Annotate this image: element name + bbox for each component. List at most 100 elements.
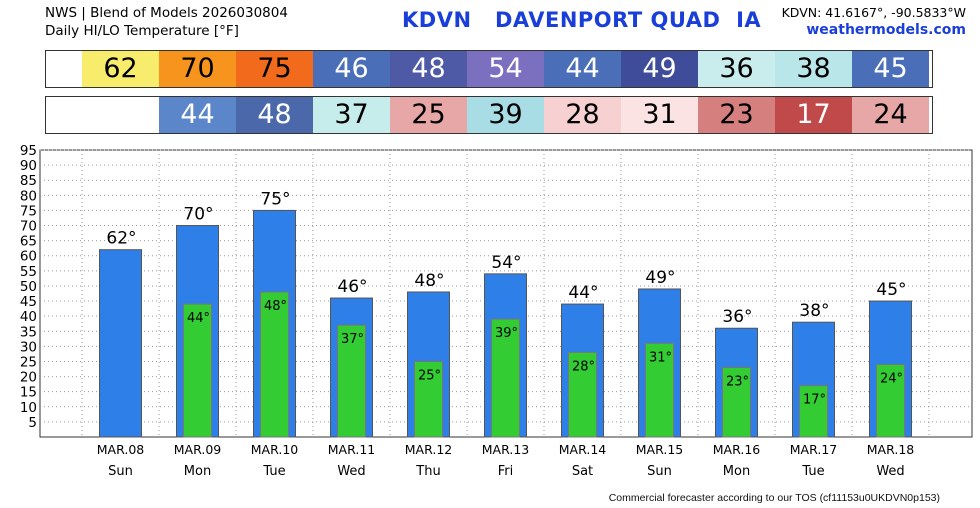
x-tick-label: MAR.16	[713, 442, 761, 457]
low-temp-cell: 37	[313, 97, 390, 133]
low-temp-bar	[260, 291, 289, 438]
y-tick-label: 80	[20, 188, 37, 204]
low-temp-label: 44°	[187, 311, 210, 326]
high-temp-label: 62°	[106, 229, 136, 249]
weekday-label: Fri	[498, 464, 514, 479]
low-temp-label: 31°	[649, 350, 672, 365]
high-temp-cell: 70	[159, 51, 236, 87]
y-tick-label: 60	[20, 249, 37, 265]
x-tick-label: MAR.17	[790, 442, 837, 457]
low-temp-bar	[722, 367, 751, 438]
low-temp-label: 37°	[341, 332, 364, 347]
high-temp-cell: 54	[467, 51, 544, 87]
y-tick-label: 65	[20, 234, 37, 250]
high-temp-label: 54°	[491, 253, 521, 273]
y-tick-label: 95	[20, 143, 37, 159]
y-tick-label: 30	[20, 339, 37, 355]
high-temp-label: 49°	[645, 268, 675, 288]
x-tick-label: MAR.09	[174, 442, 222, 457]
high-temp-label: 48°	[414, 271, 444, 291]
high-temp-bar	[99, 249, 142, 438]
low-temp-label: 23°	[726, 375, 749, 390]
x-tick-label: MAR.13	[482, 442, 529, 457]
x-tick-label: MAR.15	[636, 442, 683, 457]
high-temp-cell: 49	[621, 51, 698, 87]
low-temp-cell: 23	[698, 97, 775, 133]
weekday-label: Thu	[415, 464, 440, 479]
y-tick-label: 85	[20, 173, 37, 189]
low-temp-bar	[799, 385, 828, 438]
high-temp-strip: 62 70 75 46 48 54 44 49 36 38 45	[45, 50, 933, 88]
site-link[interactable]: weathermodels.com	[806, 22, 966, 38]
weekday-label: Sun	[647, 464, 672, 479]
low-temp-label: 39°	[495, 326, 518, 341]
weekday-label: Tue	[801, 464, 824, 479]
y-tick-label: 10	[20, 400, 37, 416]
high-temp-label: 44°	[568, 283, 598, 303]
y-tick-label: 40	[20, 309, 37, 325]
low-temp-bar	[645, 342, 674, 438]
high-temp-label: 36°	[722, 307, 752, 327]
y-tick-label: 35	[20, 324, 37, 340]
weekday-label: Wed	[876, 464, 904, 479]
high-temp-label: 45°	[876, 280, 906, 300]
high-temp-label: 75°	[260, 189, 290, 209]
weekday-label: Mon	[723, 464, 750, 479]
low-temp-cell: 24	[852, 97, 929, 133]
low-temp-label: 25°	[418, 368, 441, 383]
x-tick-label: MAR.12	[405, 442, 452, 457]
low-temp-cell: 31	[621, 97, 698, 133]
low-temp-cell: 39	[467, 97, 544, 133]
low-temp-bar	[568, 351, 597, 438]
footer-note: Commercial forecaster according to our T…	[608, 492, 940, 504]
weekday-label: Tue	[262, 464, 285, 479]
high-temp-cell: 62	[82, 51, 159, 87]
low-temp-bar	[337, 324, 366, 438]
y-tick-label: 90	[20, 158, 37, 174]
weekday-label: Sat	[572, 464, 593, 479]
low-temp-bar	[414, 360, 443, 438]
high-temp-label: 70°	[183, 205, 213, 225]
low-temp-label: 48°	[264, 299, 287, 314]
low-temp-bar	[183, 303, 212, 438]
x-tick-label: MAR.14	[559, 442, 607, 457]
high-temp-cell: 48	[390, 51, 467, 87]
high-temp-cell: 75	[236, 51, 313, 87]
x-tick-label: MAR.10	[251, 442, 299, 457]
low-temp-label: 24°	[880, 371, 903, 386]
station-title: KDVN DAVENPORT QUAD IA	[402, 8, 762, 32]
low-temp-cell: 28	[544, 97, 621, 133]
y-tick-label: 55	[20, 264, 37, 280]
x-tick-label: MAR.18	[867, 442, 915, 457]
x-tick-label: MAR.11	[328, 442, 375, 457]
header-info: NWS | Blend of Models 2026030804 Daily H…	[45, 4, 288, 40]
high-temp-cell: 38	[775, 51, 852, 87]
low-temp-strip: 44 48 37 25 39 28 31 23 17 24	[45, 96, 933, 134]
low-temp-cell: 25	[390, 97, 467, 133]
y-tick-label: 50	[20, 279, 37, 295]
y-tick-label: 25	[20, 354, 37, 370]
x-tick-label: MAR.08	[97, 442, 145, 457]
low-temp-cell: 17	[775, 97, 852, 133]
y-tick-label: 15	[20, 385, 37, 401]
high-temp-cell: 36	[698, 51, 775, 87]
low-temp-label: 28°	[572, 359, 595, 374]
y-tick-label: 5	[28, 415, 37, 431]
y-tick-label: 45	[20, 294, 37, 310]
y-tick-label: 70	[20, 219, 37, 235]
high-temp-cell: 46	[313, 51, 390, 87]
weekday-label: Sun	[108, 464, 133, 479]
y-tick-label: 75	[20, 203, 37, 219]
low-temp-label: 17°	[803, 393, 826, 408]
weekday-label: Wed	[337, 464, 365, 479]
model-run-label: NWS | Blend of Models 2026030804	[45, 5, 288, 21]
product-label: Daily HI/LO Temperature [°F]	[45, 23, 239, 39]
low-temp-cell: 48	[236, 97, 313, 133]
high-temp-label: 46°	[337, 277, 367, 297]
y-tick-label: 20	[20, 370, 37, 386]
high-temp-cell: 45	[852, 51, 929, 87]
low-temp-bar	[491, 318, 520, 438]
weekday-label: Mon	[184, 464, 211, 479]
station-coordinates: KDVN: 41.6167°, -90.5833°W	[781, 5, 966, 20]
